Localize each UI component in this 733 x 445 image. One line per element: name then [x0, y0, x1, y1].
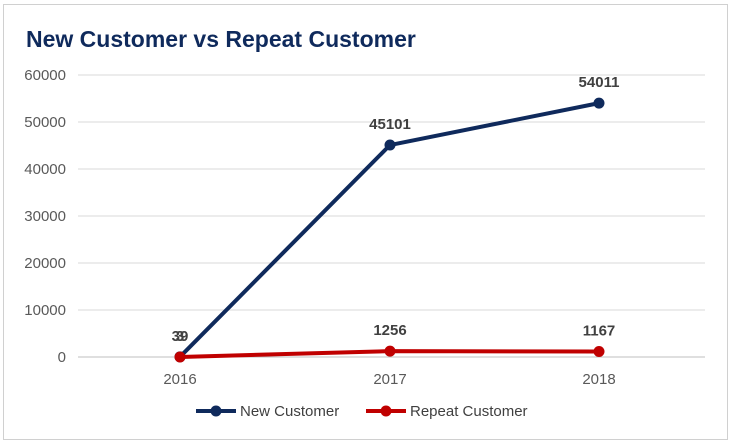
data-point: [593, 346, 605, 358]
y-tick-label: 10000: [24, 302, 66, 319]
y-tick-label: 50000: [24, 114, 66, 131]
data-label: 1256: [373, 322, 406, 339]
chart-frame: [3, 4, 728, 440]
data-point: [174, 351, 186, 363]
data-label: 54011: [579, 74, 620, 91]
x-tick-label: 2017: [373, 371, 406, 388]
data-label: 45101: [369, 116, 411, 133]
x-tick-label: 2018: [582, 371, 615, 388]
legend-label: Repeat Customer: [410, 403, 528, 420]
data-label: 39: [172, 328, 189, 345]
y-tick-label: 40000: [24, 161, 66, 178]
y-tick-label: 30000: [24, 208, 66, 225]
y-tick-label: 60000: [24, 67, 66, 84]
y-tick-label: 20000: [24, 255, 66, 272]
legend-marker: [210, 405, 222, 417]
data-point: [593, 97, 605, 109]
x-tick-label: 2016: [163, 371, 196, 388]
data-point: [384, 139, 396, 151]
chart-title: New Customer vs Repeat Customer: [26, 26, 416, 52]
data-point: [384, 345, 396, 357]
data-label: 3: [176, 328, 184, 345]
y-tick-label: 0: [58, 349, 66, 366]
legend-marker: [380, 405, 392, 417]
data-label: 1167: [583, 323, 616, 340]
legend-label: New Customer: [240, 403, 339, 420]
